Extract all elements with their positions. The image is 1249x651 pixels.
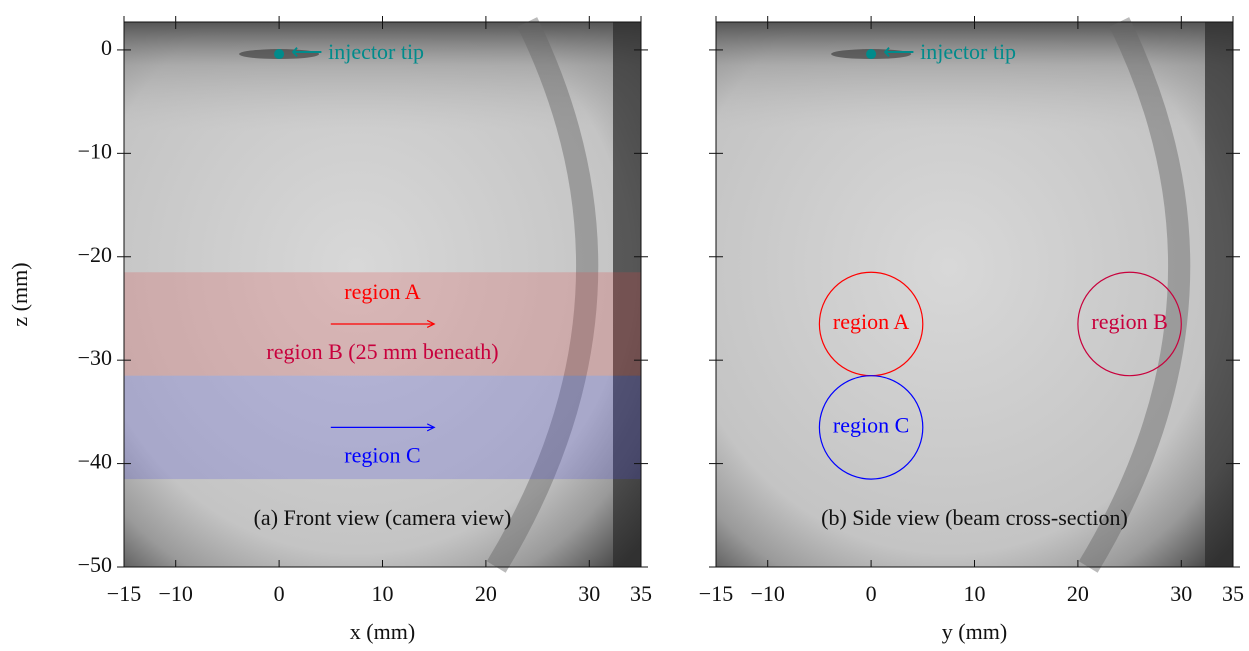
injector-label: ⟵ injector tip <box>291 39 424 64</box>
region-label: region A <box>344 279 420 304</box>
y-tick-label: −40 <box>78 449 112 474</box>
x-tick-label: 0 <box>866 581 877 606</box>
injector-tip <box>274 49 284 59</box>
image-edge <box>1205 22 1233 567</box>
caption: (a) Front view (camera view) <box>254 505 512 530</box>
y-tick-label: −10 <box>78 138 112 163</box>
x-tick-label: 0 <box>274 581 285 606</box>
page: {"chart_data": [ {"type": "image", "capt… <box>0 0 1249 651</box>
y-tick-label: −20 <box>78 242 112 267</box>
x-axis-label: y (mm) <box>942 619 1007 644</box>
x-tick-label: 30 <box>578 581 600 606</box>
caption: (b) Side view (beam cross-section) <box>821 505 1128 530</box>
x-tick-label: −15 <box>699 581 733 606</box>
x-tick-label: −15 <box>107 581 141 606</box>
y-tick-label: −30 <box>78 345 112 370</box>
x-tick-label: −10 <box>158 581 192 606</box>
x-tick-label: 30 <box>1170 581 1192 606</box>
y-tick-label: 0 <box>101 35 112 60</box>
x-tick-label: −10 <box>750 581 784 606</box>
injector-tip <box>866 49 876 59</box>
x-axis-label: x (mm) <box>350 619 415 644</box>
y-tick-label: −50 <box>78 552 112 577</box>
region-label: region C <box>344 442 420 467</box>
x-tick-label: 35 <box>630 581 652 606</box>
region-label: region B (25 mm beneath) <box>266 339 498 364</box>
x-tick-label: 35 <box>1222 581 1244 606</box>
x-tick-label: 20 <box>1067 581 1089 606</box>
figure: region A region B (25 mm beneath) region C… <box>0 0 1249 651</box>
x-tick-label: 10 <box>964 581 986 606</box>
y-axis-label: z (mm) <box>7 262 32 326</box>
x-tick-label: 20 <box>475 581 497 606</box>
region-label: region C <box>833 412 909 437</box>
injector-label: ⟵ injector tip <box>883 39 1016 64</box>
region-label: region A <box>833 309 909 334</box>
region-label: region B <box>1091 309 1167 334</box>
x-tick-label: 10 <box>372 581 394 606</box>
